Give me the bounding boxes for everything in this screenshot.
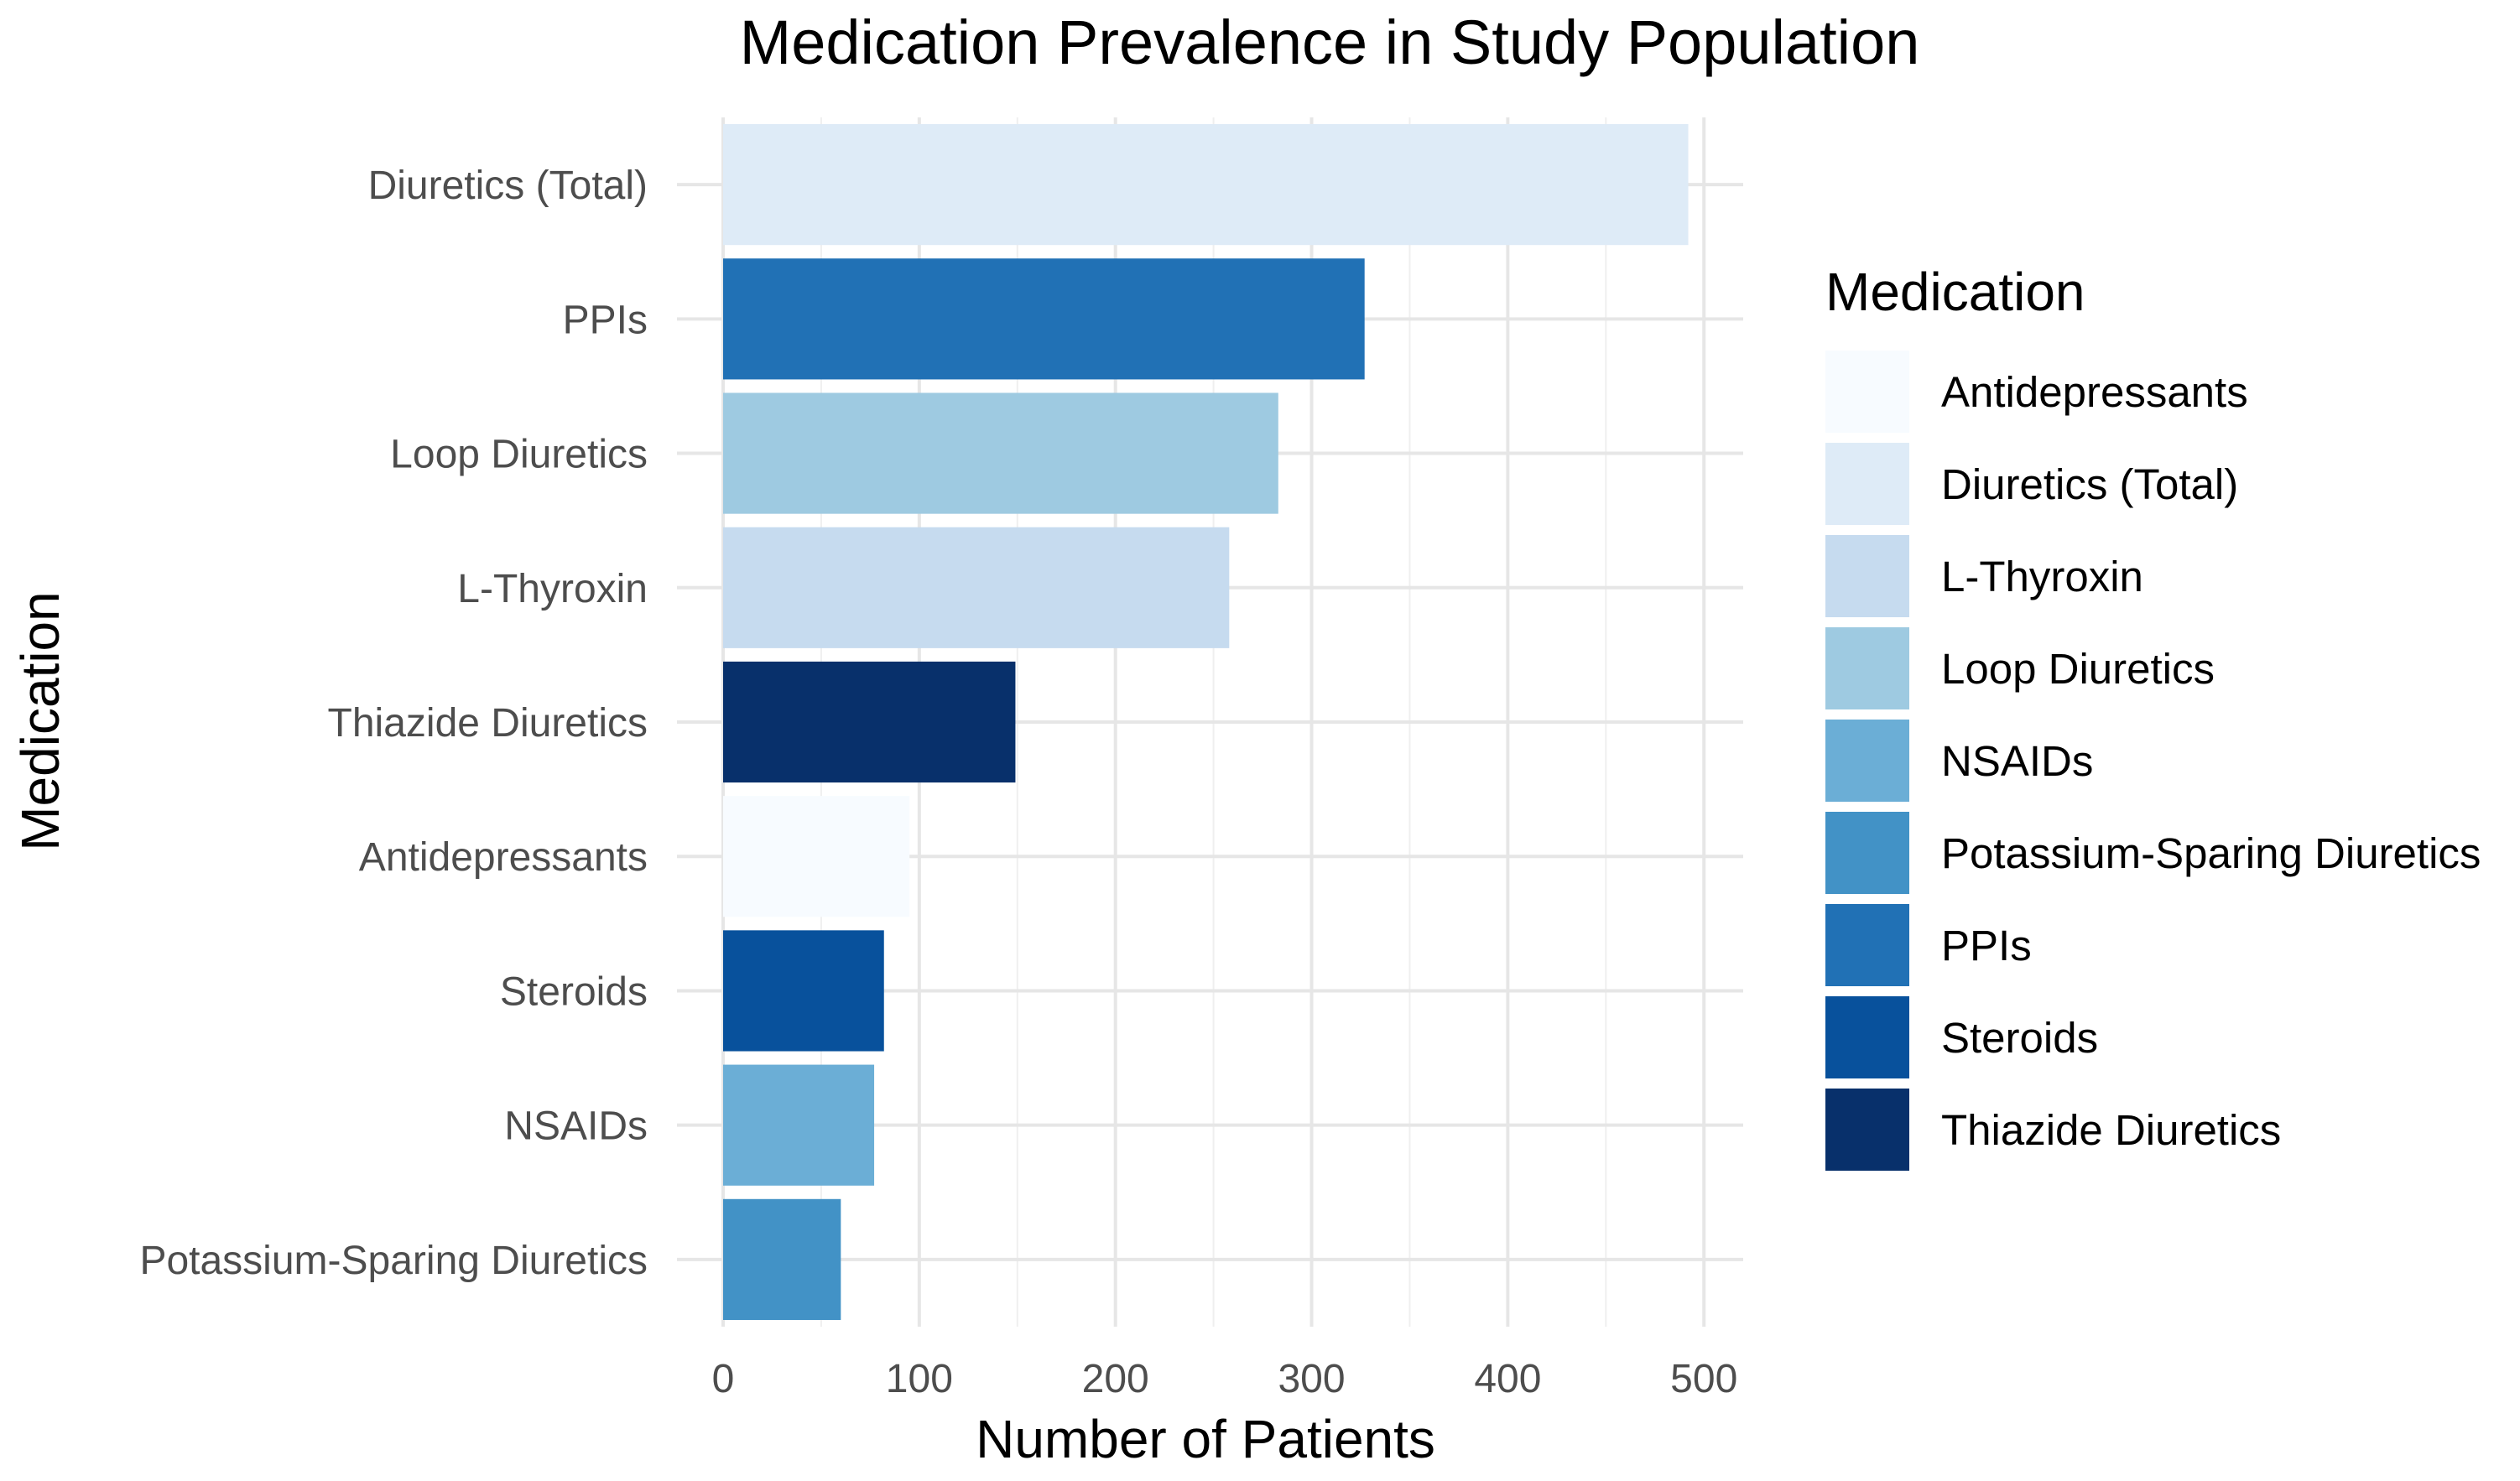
legend-item: NSAIDs [1825,720,2093,802]
y-tick-label: Thiazide Diuretics [328,701,648,746]
y-axis-title: Medication [10,591,70,851]
bar-loop-diuretics [723,392,1278,514]
legend-swatch [1825,720,1909,802]
legend-swatch [1825,535,1909,617]
legend-swatch [1825,443,1909,525]
legend-label: Potassium-Sparing Diuretics [1941,829,2481,877]
legend-item: Diuretics (Total) [1825,443,2238,525]
legend-item: PPIs [1825,904,2032,986]
bar-ppis [723,258,1365,380]
bar-thiazide-diuretics [723,661,1016,783]
y-tick-label: L-Thyroxin [457,567,648,611]
legend-item: Thiazide Diuretics [1825,1089,2281,1171]
y-tick-label: Antidepressants [359,835,648,880]
x-tick-labels: 0 100 200 300 400 500 [712,1357,1738,1401]
legend-swatch [1825,904,1909,986]
legend-swatch [1825,812,1909,894]
x-tick-label: 200 [1082,1357,1149,1401]
bar-l-thyroxin [723,527,1230,648]
x-tick-label: 500 [1670,1357,1737,1401]
legend-item: Steroids [1825,996,2098,1078]
legend-item: Potassium-Sparing Diuretics [1825,812,2481,894]
legend-swatch [1825,351,1909,433]
legend-label: Steroids [1941,1014,2098,1062]
y-tick-label: PPIs [563,298,648,342]
x-tick-label: 0 [712,1357,735,1401]
legend-label: PPIs [1941,922,2032,969]
x-axis-title: Number of Patients [976,1409,1435,1469]
y-tick-labels: Diuretics (Total) PPIs Loop Diuretics L-Thy… [139,164,648,1283]
y-tick-label: Loop Diuretics [390,433,648,477]
y-tick-label: Steroids [500,969,648,1014]
chart-title: Medication Prevalence in Study Populatio… [740,8,1920,77]
legend: Medication Antidepressants Diuretics (Tot… [1825,262,2481,1171]
legend-item: L-Thyroxin [1825,535,2143,617]
legend-swatch [1825,996,1909,1078]
legend-label: Diuretics (Total) [1941,460,2238,508]
x-tick-label: 400 [1474,1357,1541,1401]
legend-item: Antidepressants [1825,351,2248,433]
legend-label: Antidepressants [1941,368,2248,416]
legend-label: L-Thyroxin [1941,553,2143,600]
legend-label: Thiazide Diuretics [1941,1106,2281,1154]
legend-label: Loop Diuretics [1941,645,2215,693]
x-tick-label: 100 [886,1357,953,1401]
bar-nsaids [723,1064,875,1186]
bar-antidepressants [723,796,910,917]
legend-label: NSAIDs [1941,737,2093,785]
legend-swatch [1825,627,1909,709]
x-tick-label: 300 [1278,1357,1345,1401]
y-tick-label: NSAIDs [504,1104,648,1149]
legend-swatch [1825,1089,1909,1171]
y-tick-label: Diuretics (Total) [368,164,648,208]
bar-diuretics-total [723,124,1689,246]
legend-title: Medication [1825,262,2085,322]
y-tick-label: Potassium-Sparing Diuretics [139,1239,648,1283]
legend-items: Antidepressants Diuretics (Total) L-Thyrox… [1825,351,2481,1171]
bar-steroids [723,930,884,1052]
bar-potassium-sparing-diuretics [723,1198,841,1320]
bar-layer [723,124,1689,1320]
legend-item: Loop Diuretics [1825,627,2215,709]
